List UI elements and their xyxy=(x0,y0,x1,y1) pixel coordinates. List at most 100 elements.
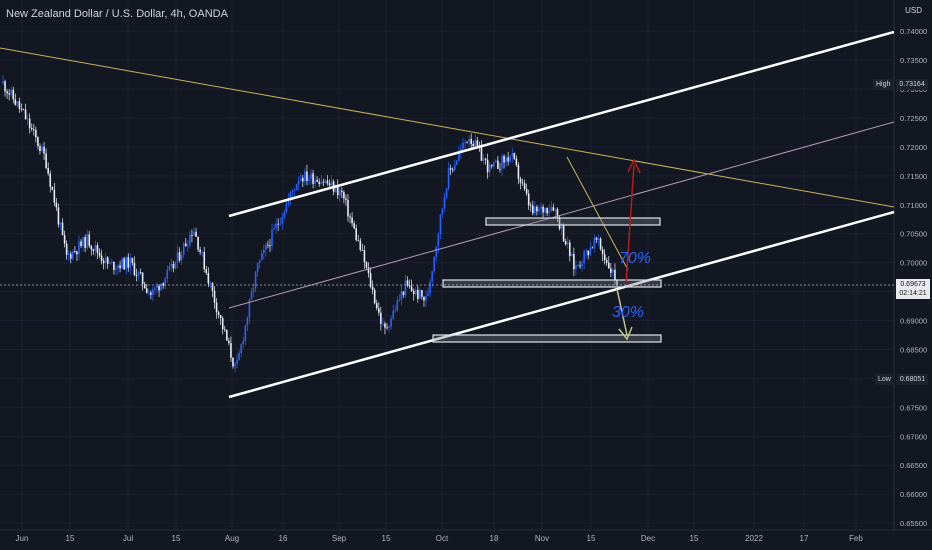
candle-body xyxy=(550,207,553,211)
candle-body xyxy=(141,272,144,284)
price-tick-label: 0.71000 xyxy=(900,201,927,210)
high-marker: High 0.73164 xyxy=(873,79,928,90)
candle-body xyxy=(265,244,267,250)
candle-body xyxy=(57,207,60,225)
candle-body xyxy=(521,182,524,184)
candle-body xyxy=(322,181,325,183)
price-tick-label: 0.67000 xyxy=(900,432,927,441)
candle-body xyxy=(527,193,530,206)
candle-body xyxy=(324,180,327,183)
candle-body xyxy=(199,249,201,253)
candle-body xyxy=(108,262,111,264)
candle-body xyxy=(605,260,608,263)
time-tick-label: 17 xyxy=(800,534,809,543)
candle-body xyxy=(501,156,503,170)
candle-body xyxy=(82,237,84,246)
candle-body xyxy=(359,240,362,251)
candle-body xyxy=(111,261,113,263)
candle-body xyxy=(571,253,573,257)
descending-trendline[interactable] xyxy=(0,47,895,208)
candle-body xyxy=(100,255,103,261)
last-price-value: 0.69673 xyxy=(900,281,926,288)
candle-body xyxy=(482,158,485,161)
channel-mid-line[interactable] xyxy=(228,121,895,309)
candle-body xyxy=(610,268,612,273)
candle-body xyxy=(456,160,458,165)
candle-body xyxy=(589,247,592,256)
candle-body xyxy=(271,229,273,247)
candle-body xyxy=(466,142,468,144)
candle-body xyxy=(135,274,138,276)
candle-body xyxy=(575,265,577,270)
time-tick-label: 16 xyxy=(279,534,288,543)
candle-body xyxy=(129,257,132,268)
candle-body xyxy=(269,245,271,247)
candle-body xyxy=(509,156,512,162)
drawings-layer: 70% 30% xyxy=(0,30,895,399)
candle-body xyxy=(178,252,181,261)
candle-body xyxy=(207,272,210,284)
candle-body xyxy=(217,312,220,316)
candle-body xyxy=(160,283,162,291)
candle-body xyxy=(591,247,594,249)
candle-body xyxy=(137,272,140,276)
time-tick-label: 15 xyxy=(382,534,391,543)
candle-body xyxy=(205,269,208,273)
candle-body xyxy=(14,99,17,105)
down-projection-arrow[interactable] xyxy=(616,288,628,336)
candle-body xyxy=(556,209,559,218)
channel-lower-line[interactable] xyxy=(228,210,895,399)
candle-body xyxy=(150,292,152,295)
candle-body xyxy=(211,282,214,291)
time-tick-label: Dec xyxy=(641,534,655,543)
candle-body xyxy=(92,249,95,251)
channel-upper-line[interactable] xyxy=(228,30,895,218)
candle-body xyxy=(519,178,522,183)
candle-body xyxy=(12,89,15,100)
time-tick-label: Sep xyxy=(332,534,347,543)
candle-body xyxy=(566,242,569,245)
candle-body xyxy=(406,280,409,286)
resistance-zone-box[interactable] xyxy=(485,217,661,226)
candle-body xyxy=(65,243,68,255)
price-tick-label: 0.70000 xyxy=(900,259,927,268)
candle-body xyxy=(123,258,125,270)
price-tick-label: 0.72500 xyxy=(900,114,927,123)
candle-body xyxy=(304,171,306,182)
candle-body xyxy=(230,343,232,358)
candle-body xyxy=(24,109,27,120)
candle-body xyxy=(363,250,366,263)
time-tick-label: Aug xyxy=(225,534,239,543)
candle-body xyxy=(228,340,230,344)
candle-body xyxy=(548,210,551,214)
candle-body xyxy=(139,272,142,274)
candle-body xyxy=(384,323,386,328)
candle-body xyxy=(96,245,99,253)
candle-body xyxy=(402,291,405,295)
candle-body xyxy=(117,265,119,269)
up-probability-label: 70% xyxy=(619,250,651,267)
candle-body xyxy=(338,190,341,196)
lower-zone-box[interactable] xyxy=(432,334,662,343)
short-down-trendline[interactable] xyxy=(566,156,629,271)
candle-body xyxy=(513,153,516,159)
candle-body xyxy=(258,260,261,264)
up-projection-arrow[interactable] xyxy=(625,164,635,284)
candle-body xyxy=(532,205,534,214)
candle-body xyxy=(306,171,308,181)
price-tick-label: 0.66000 xyxy=(900,490,927,499)
candle-body xyxy=(357,240,360,241)
support-zone-box[interactable] xyxy=(442,279,662,288)
candle-body xyxy=(72,251,74,259)
candle-body xyxy=(154,288,156,290)
candle-body xyxy=(262,249,265,254)
candle-body xyxy=(20,108,23,110)
candle-body xyxy=(221,318,224,330)
time-tick-label: Feb xyxy=(849,534,863,543)
price-tick-label: 0.71500 xyxy=(900,172,927,181)
candle-body xyxy=(453,164,456,171)
currency-badge[interactable]: USD xyxy=(903,6,924,15)
candle-body xyxy=(544,207,546,213)
candle-body xyxy=(583,251,585,264)
